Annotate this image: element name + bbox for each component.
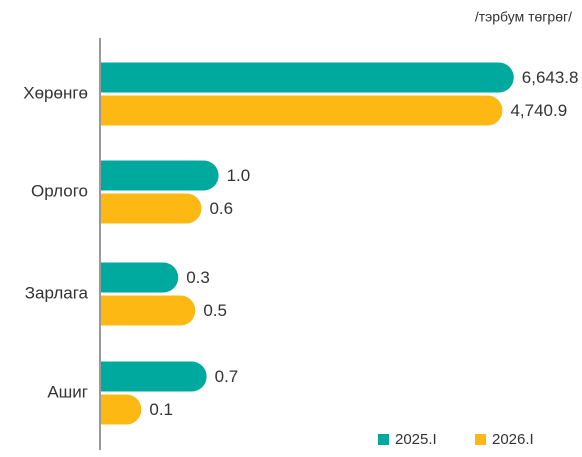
category-label: Орлого bbox=[31, 181, 88, 200]
bar bbox=[101, 295, 196, 326]
legend-swatch bbox=[378, 434, 389, 445]
legend-label: 2025.I bbox=[395, 431, 437, 448]
value-label: 4,740.9 bbox=[510, 101, 567, 120]
bar bbox=[101, 95, 503, 126]
value-label: 0.6 bbox=[209, 199, 233, 218]
category-label: Ашиг bbox=[47, 382, 88, 401]
unit-label: /тэрбум төгрөг/ bbox=[475, 9, 572, 25]
value-label: 1.0 bbox=[227, 166, 251, 185]
category-label: Зарлага bbox=[25, 283, 89, 302]
bar bbox=[101, 193, 202, 224]
bar bbox=[101, 262, 179, 293]
bar bbox=[101, 62, 514, 93]
value-label: 0.5 bbox=[203, 301, 227, 320]
value-label: 0.7 bbox=[215, 367, 239, 386]
value-label: 0.3 bbox=[186, 268, 210, 287]
legend-label: 2026.I bbox=[492, 431, 534, 448]
legend-swatch bbox=[475, 434, 486, 445]
bar bbox=[101, 160, 219, 191]
bar bbox=[101, 394, 142, 425]
category-label: Хөрөнгө bbox=[23, 83, 88, 102]
value-label: 6,643.8 bbox=[522, 68, 579, 87]
bar bbox=[101, 361, 207, 392]
value-label: 0.1 bbox=[149, 400, 173, 419]
